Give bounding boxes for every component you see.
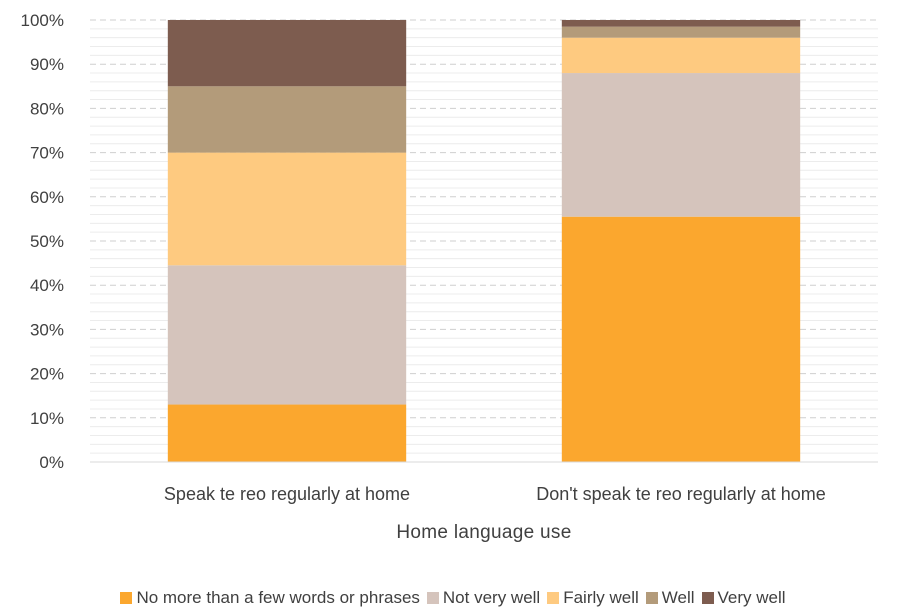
legend-item: No more than a few words or phrases: [120, 588, 420, 608]
x-tick-label: Speak te reo regularly at home: [164, 484, 410, 504]
bar-segment: [167, 152, 407, 266]
bars: [167, 20, 801, 462]
legend-label: Very well: [717, 588, 786, 607]
legend-swatch: [426, 592, 439, 604]
legend-item: Well: [645, 588, 695, 608]
bar-segment: [167, 265, 407, 405]
x-axis-ticks: Speak te reo regularly at home Don't spea…: [164, 484, 826, 504]
legend-item: Fairly well: [547, 588, 639, 608]
legend-label: Not very well: [442, 588, 541, 607]
legend-swatch: [701, 592, 714, 604]
bar-segment: [561, 37, 801, 74]
bar-segment: [561, 26, 801, 38]
bar-segment: [167, 20, 407, 87]
y-tick-label: 0%: [39, 453, 64, 472]
y-tick-label: 50%: [30, 232, 64, 251]
y-axis-ticks: 0% 10% 20% 30% 40% 50% 60% 70% 80% 90% 100%: [21, 11, 64, 472]
bar-segment: [561, 20, 801, 27]
bar-segment: [561, 73, 801, 217]
y-tick-label: 10%: [30, 409, 64, 428]
legend-swatch: [645, 592, 658, 604]
legend-swatch: [547, 592, 560, 604]
legend: No more than a few words or phrases Not v…: [0, 588, 913, 608]
y-tick-label: 30%: [30, 320, 64, 339]
y-tick-label: 70%: [30, 144, 64, 163]
legend-swatch: [120, 592, 133, 604]
legend-item: Not very well: [426, 588, 541, 608]
bar-segment: [167, 86, 407, 153]
y-tick-label: 40%: [30, 276, 64, 295]
y-tick-label: 60%: [30, 188, 64, 207]
x-tick-label: Don't speak te reo regularly at home: [536, 484, 826, 504]
y-tick-label: 80%: [30, 99, 64, 118]
bar-segment: [167, 404, 407, 462]
bar-segment: [561, 216, 801, 462]
legend-label: Well: [661, 588, 695, 607]
y-tick-label: 100%: [21, 11, 64, 30]
legend-label: No more than a few words or phrases: [136, 588, 420, 607]
y-tick-label: 90%: [30, 55, 64, 74]
y-tick-label: 20%: [30, 365, 64, 384]
x-axis-title: Home language use: [396, 522, 571, 543]
legend-item: Very well: [701, 588, 786, 608]
legend-label: Fairly well: [563, 588, 639, 607]
